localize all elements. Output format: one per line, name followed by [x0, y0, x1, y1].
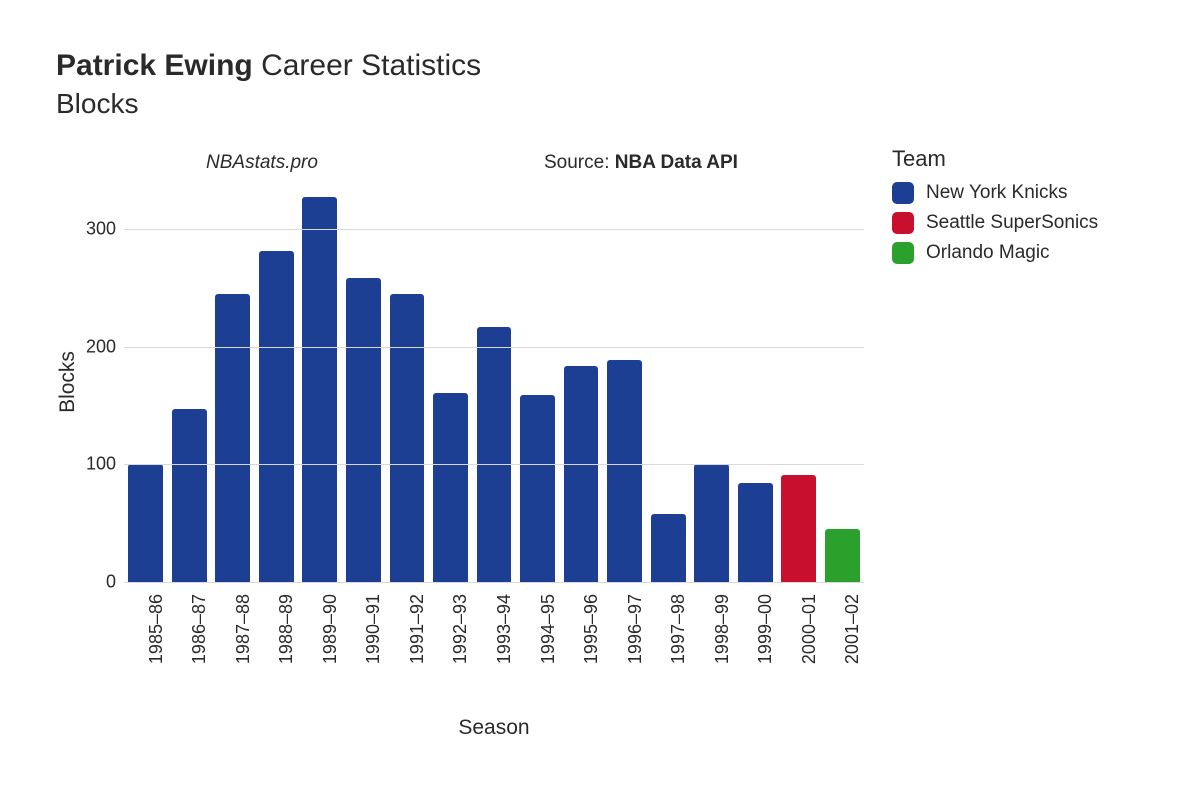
x-tick-label: 1987–88 — [233, 594, 254, 664]
bar[interactable] — [607, 360, 642, 582]
x-tick-label: 1998–99 — [712, 594, 733, 664]
legend: Team New York Knicks Seattle SuperSonics O… — [892, 146, 1098, 272]
bar[interactable] — [738, 483, 773, 582]
x-tick-label: 1985–86 — [146, 594, 167, 664]
y-tick-label: 200 — [76, 336, 116, 357]
bar[interactable] — [259, 251, 294, 582]
x-tick-label: 1986–87 — [189, 594, 210, 664]
bar[interactable] — [433, 393, 468, 582]
bar[interactable] — [215, 294, 250, 582]
x-tick-label: 1991–92 — [407, 594, 428, 664]
gridline — [124, 347, 864, 348]
bar[interactable] — [825, 529, 860, 582]
bar[interactable] — [128, 464, 163, 582]
source-prefix: Source: — [544, 152, 615, 173]
x-tick-label: 2001–02 — [842, 594, 863, 664]
legend-label: Orlando Magic — [926, 242, 1050, 264]
x-tick-label: 1994–95 — [538, 594, 559, 664]
x-tick-label: 1996–97 — [625, 594, 646, 664]
x-tick-label: 1999–00 — [755, 594, 776, 664]
x-tick-label: 2000–01 — [799, 594, 820, 664]
x-tick-label: 1992–93 — [450, 594, 471, 664]
y-tick-label: 100 — [76, 454, 116, 475]
y-tick-label: 0 — [76, 572, 116, 593]
legend-label: Seattle SuperSonics — [926, 212, 1098, 234]
x-tick-label: 1988–89 — [276, 594, 297, 664]
gridline — [124, 582, 864, 583]
bar[interactable] — [390, 294, 425, 582]
source-text: Source: NBA Data API — [544, 152, 738, 174]
watermark-text: NBAstats.pro — [206, 152, 318, 174]
bar[interactable] — [302, 197, 337, 582]
bar[interactable] — [477, 327, 512, 582]
legend-swatch — [892, 212, 914, 234]
bar[interactable] — [651, 514, 686, 582]
chart-container: NBAstats.pro Source: NBA Data API Blocks… — [56, 146, 1160, 766]
source-name: NBA Data API — [615, 152, 738, 173]
gridline — [124, 229, 864, 230]
title-rest: Career Statistics — [253, 49, 481, 82]
x-tick-label: 1997–98 — [668, 594, 689, 664]
x-tick-label: 1989–90 — [320, 594, 341, 664]
bar[interactable] — [346, 278, 381, 582]
legend-title: Team — [892, 146, 1098, 172]
bar[interactable] — [694, 464, 729, 582]
bars-layer — [124, 182, 864, 582]
legend-item[interactable]: New York Knicks — [892, 182, 1098, 204]
bar[interactable] — [564, 366, 599, 582]
legend-label: New York Knicks — [926, 182, 1068, 204]
page-subtitle: Blocks — [56, 88, 1160, 120]
legend-item[interactable]: Seattle SuperSonics — [892, 212, 1098, 234]
legend-swatch — [892, 182, 914, 204]
x-tick-label: 1990–91 — [363, 594, 384, 664]
bar[interactable] — [520, 395, 555, 582]
plot-area: Blocks 0100200300 — [124, 182, 864, 582]
x-axis-label: Season — [124, 716, 864, 740]
title-player: Patrick Ewing — [56, 49, 253, 82]
y-tick-label: 300 — [76, 219, 116, 240]
bar[interactable] — [172, 409, 207, 582]
page-title: Patrick Ewing Career Statistics — [56, 48, 1160, 84]
x-ticks: 1985–86 1986–87 1987–88 1988–89 1989–90 1990–… — [124, 586, 864, 726]
legend-item[interactable]: Orlando Magic — [892, 242, 1098, 264]
x-tick-label: 1995–96 — [581, 594, 602, 664]
gridline — [124, 464, 864, 465]
x-tick-label: 1993–94 — [494, 594, 515, 664]
page-root: Patrick Ewing Career Statistics Blocks N… — [0, 0, 1200, 800]
bar[interactable] — [781, 475, 816, 582]
legend-items: New York Knicks Seattle SuperSonics Orland… — [892, 182, 1098, 264]
legend-swatch — [892, 242, 914, 264]
y-axis-label: Blocks — [56, 351, 80, 413]
